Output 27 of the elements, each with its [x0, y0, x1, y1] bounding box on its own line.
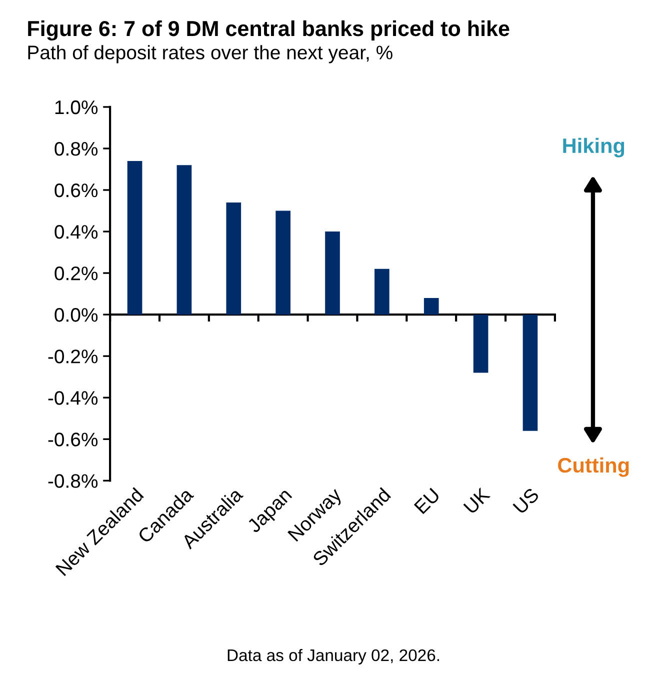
bar [374, 268, 390, 315]
y-tick-label: 0.0% [54, 308, 98, 322]
bar [127, 160, 142, 315]
y-tick-label: 0.8% [54, 142, 98, 156]
y-tick-label: -0.2% [48, 350, 98, 364]
x-tick-label: EU [414, 488, 440, 514]
bar [226, 202, 242, 315]
y-tick-label: 0.6% [54, 183, 98, 198]
y-tick-label: 0.2% [54, 266, 98, 280]
bar [325, 232, 340, 315]
y-tick-label: 0.4% [54, 225, 98, 239]
x-tick-label: UK [463, 486, 491, 514]
bar [276, 210, 290, 315]
text: Cutting [558, 457, 629, 477]
y-tick-label: 1.0% [55, 100, 98, 114]
y-tick-label: -0.6% [48, 432, 98, 446]
text: Hiking [563, 138, 624, 158]
chart-title: Figure 6: 7 of 9 DM central banks priced to hike [28, 20, 510, 41]
bar [424, 298, 439, 315]
bar [522, 314, 538, 431]
y-tick-label: -0.4% [48, 391, 98, 405]
bar [176, 165, 192, 315]
bar [473, 314, 488, 373]
y-tick-label: -0.8% [48, 474, 98, 488]
x-tick-label: US [512, 487, 540, 514]
text: Data as of January 02, 2026. [228, 648, 439, 664]
chart-subtitle: Path of deposit rates over the next year, % [28, 45, 392, 64]
